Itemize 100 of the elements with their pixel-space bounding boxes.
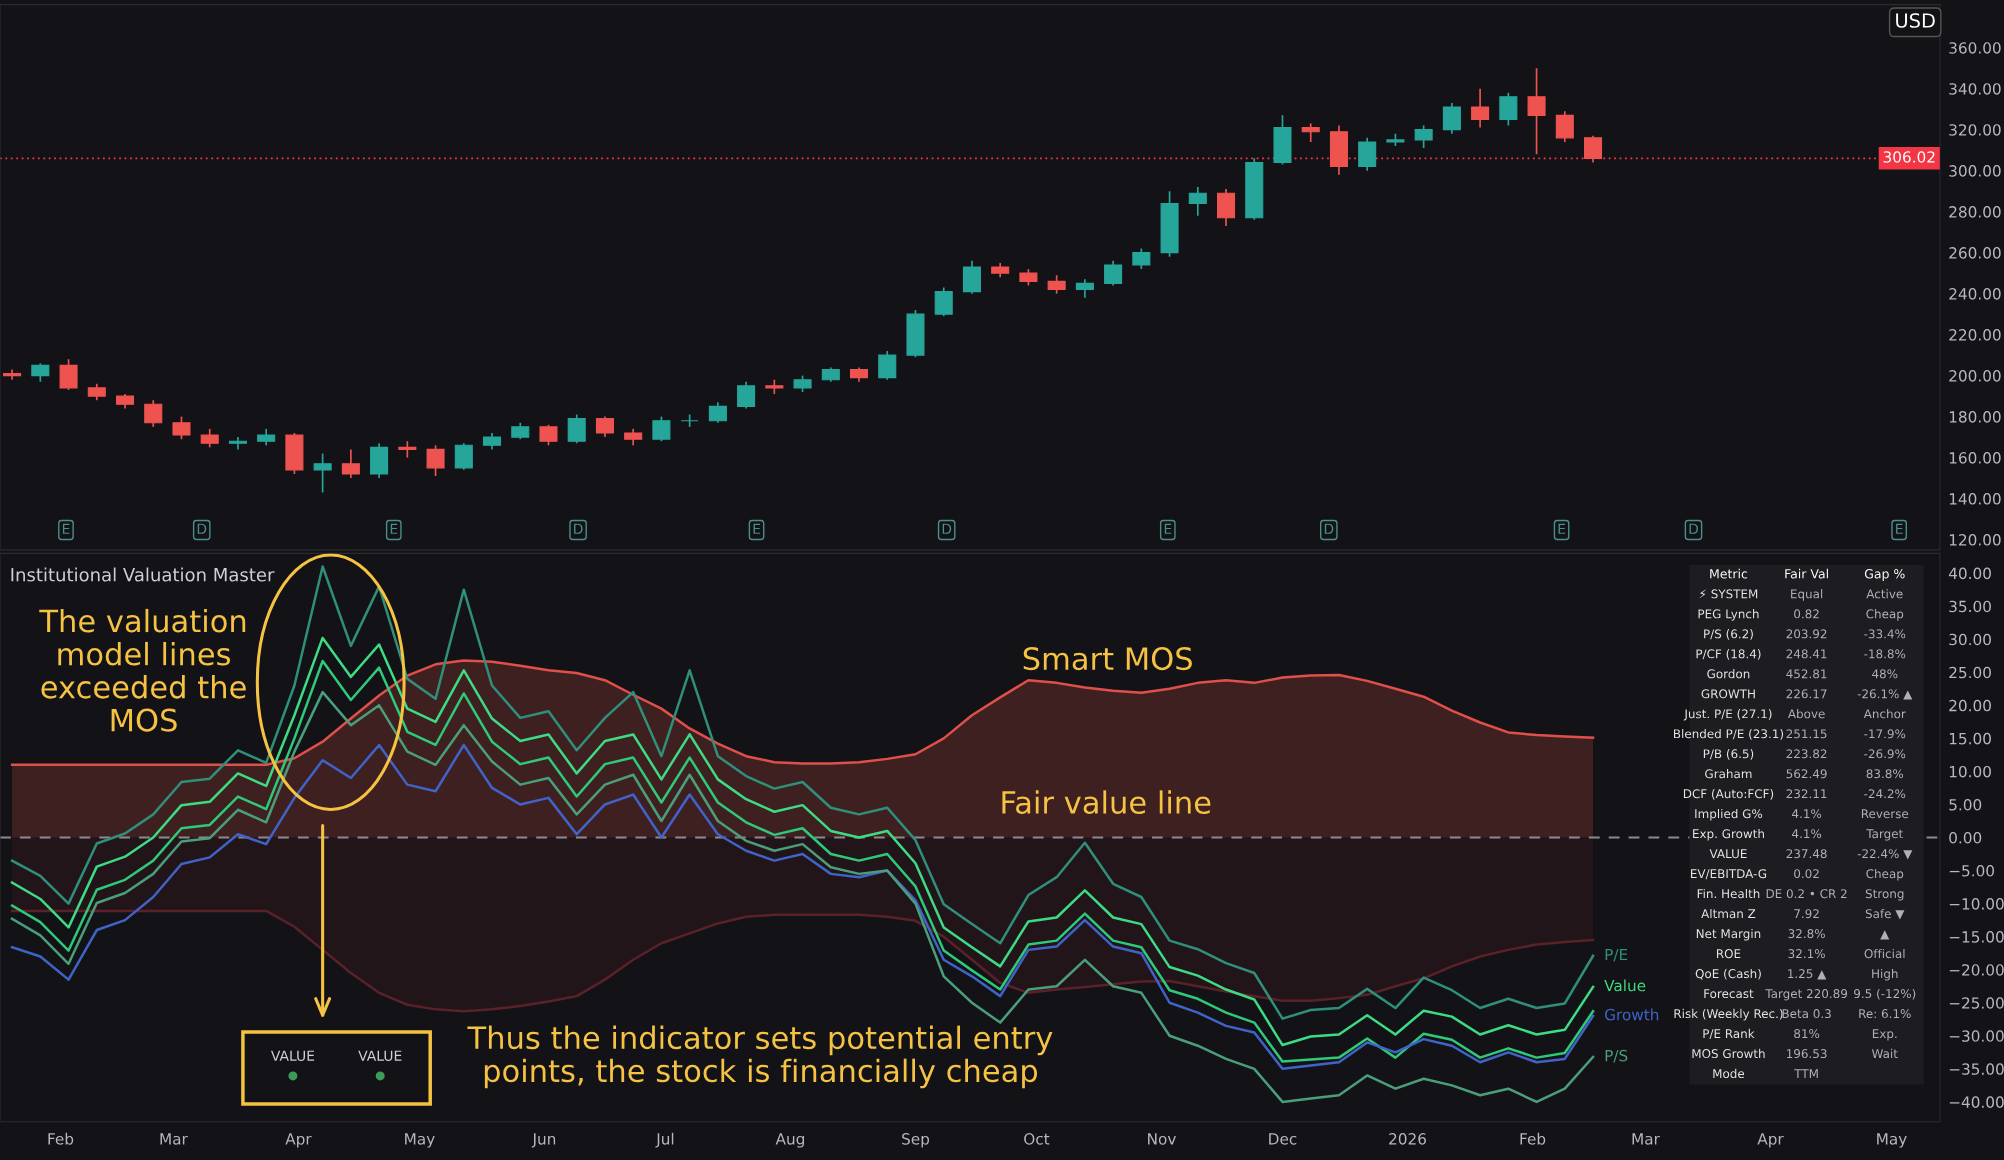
- annotation: VALUE: [358, 1050, 402, 1061]
- y-tick-label: 200.00: [1949, 370, 2001, 382]
- annotation: 232.11: [1786, 789, 1827, 799]
- candlestick: [1075, 278, 1094, 299]
- x-tick-label: Apr: [285, 1133, 312, 1148]
- annotation: E: [1164, 523, 1172, 534]
- annotation: 48%: [1872, 669, 1898, 679]
- series-label: P/E: [1605, 948, 1628, 962]
- annotation: Gordon: [1707, 669, 1750, 679]
- candlestick: [1132, 247, 1151, 270]
- candlestick: [1499, 91, 1518, 127]
- annotation: Exp. Growth: [1693, 828, 1764, 841]
- annotation: 9.5 (-12%): [1854, 988, 1916, 1000]
- candlestick: [1301, 122, 1320, 143]
- y-tick-label: 0.00: [1949, 831, 1982, 844]
- x-tick-label: Jul: [655, 1132, 674, 1148]
- y-tick-label: 35.00: [1949, 600, 1991, 613]
- candlestick: [1104, 260, 1123, 287]
- annotation: 83.8%: [1866, 769, 1904, 779]
- series-label: Growth: [1605, 1008, 1659, 1021]
- annotation: Above: [1787, 709, 1825, 719]
- annotation: Safe ▼: [1865, 908, 1905, 920]
- annotation: Equal: [1791, 589, 1823, 601]
- line-series: [10, 565, 1595, 1020]
- annotation: P/B (6.5): [1703, 749, 1754, 760]
- x-tick-label: Sep: [902, 1133, 930, 1148]
- annotation: 0.02: [1794, 869, 1819, 879]
- annotation: Target: [1866, 829, 1903, 841]
- y-tick-label: 120.00: [1949, 534, 2001, 546]
- annotation: EV/EBITDA-G: [1691, 869, 1767, 880]
- y-tick-label: −10.00: [1949, 898, 2004, 910]
- candlestick: [200, 428, 219, 449]
- x-tick-label: Nov: [1148, 1133, 1176, 1145]
- y-tick-label: −35.00: [1949, 1063, 2004, 1075]
- annotation: Mode: [1713, 1068, 1745, 1079]
- candlestick: [737, 380, 756, 410]
- candlestick: [398, 440, 417, 459]
- x-tick-label: Mar: [1632, 1133, 1660, 1145]
- candlestick: [1442, 102, 1461, 135]
- annotation: Thus the indicator sets potential entry points, the stock is financially cheap: [467, 1025, 1053, 1089]
- y-tick-label: 300.00: [1949, 165, 2001, 177]
- annotation: Smart MOS: [1023, 647, 1192, 671]
- y-tick-label: 20.00: [1949, 699, 1991, 712]
- annotation: High: [1872, 968, 1898, 981]
- candlestick: [1555, 110, 1574, 143]
- candlestick: [1188, 186, 1207, 217]
- candlestick: [567, 413, 586, 445]
- annotation: 1.25 ▲: [1788, 969, 1827, 980]
- candlestick: [595, 415, 614, 438]
- annotation: 0.82: [1794, 609, 1819, 619]
- x-tick-label: May: [405, 1133, 435, 1148]
- annotation: 32.1%: [1788, 949, 1825, 959]
- candlestick: [454, 442, 473, 471]
- series-label: Value: [1604, 979, 1646, 992]
- y-tick-label: 220.00: [1949, 329, 2001, 341]
- annotation: E: [753, 523, 761, 534]
- y-tick-label: −30.00: [1949, 1030, 2004, 1042]
- annotation: Strong: [1865, 889, 1904, 901]
- annotation: Fair value line: [1002, 790, 1211, 814]
- annotation: Official: [1864, 948, 1905, 959]
- y-tick-label: 25.00: [1949, 666, 1991, 679]
- y-tick-label: 180.00: [1949, 411, 2001, 423]
- annotation: Anchor: [1863, 709, 1906, 719]
- candlestick: [1414, 124, 1433, 149]
- annotation: Altman Z: [1701, 908, 1756, 919]
- annotation: Active: [1866, 589, 1903, 599]
- candlestick: [59, 358, 78, 391]
- annotation: -24.2%: [1864, 789, 1906, 799]
- annotation: E: [1896, 523, 1903, 534]
- annotation: D: [574, 523, 583, 534]
- annotation: PEG Lynch: [1698, 609, 1759, 621]
- y-tick-label: −20.00: [1949, 964, 2004, 976]
- annotation: D: [197, 523, 207, 534]
- y-tick-label: 140.00: [1949, 493, 2001, 505]
- annotation: ⚡ SYSTEM: [1699, 589, 1758, 599]
- annotation: Target 220.89: [1765, 989, 1848, 1001]
- annotation: USD: [1896, 13, 1935, 28]
- annotation: 248.41: [1786, 649, 1827, 659]
- y-tick-label: −25.00: [1949, 997, 2004, 1009]
- x-tick-label: Apr: [1757, 1133, 1784, 1148]
- y-tick-label: −40.00: [1949, 1096, 2004, 1108]
- annotation: 81%: [1794, 1029, 1820, 1039]
- candlestick: [652, 415, 671, 443]
- candlestick: [1047, 274, 1066, 295]
- y-tick-label: 340.00: [1949, 83, 2001, 95]
- annotation: 251.15: [1786, 729, 1827, 739]
- annotation: 226.17: [1786, 689, 1827, 699]
- annotation: VALUE: [270, 1050, 315, 1061]
- annotation: 32.8%: [1788, 929, 1825, 939]
- annotation: 4.1%: [1792, 829, 1822, 839]
- annotation: 452.81: [1786, 669, 1827, 679]
- annotation: E: [1558, 523, 1566, 534]
- annotation: Exp.: [1872, 1029, 1897, 1041]
- annotation: 4.1%: [1792, 809, 1822, 819]
- candlestick: [708, 401, 727, 424]
- annotation: 223.82: [1786, 749, 1827, 759]
- annotation: Just. P/E (27.1): [1683, 709, 1772, 721]
- y-tick-label: 320.00: [1949, 124, 2001, 136]
- candlestick: [3, 368, 22, 381]
- y-tick-label: 260.00: [1949, 247, 2001, 259]
